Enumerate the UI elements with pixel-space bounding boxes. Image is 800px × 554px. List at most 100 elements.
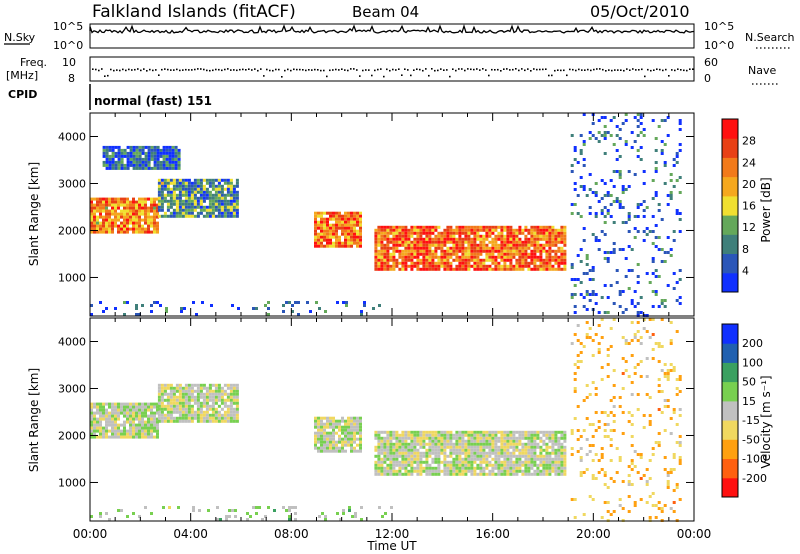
power-cell	[425, 228, 429, 232]
power-cell	[437, 237, 441, 241]
power-cell	[491, 249, 495, 253]
velocity-cell	[518, 463, 522, 467]
velocity-cell	[621, 432, 625, 435]
power-cell	[425, 237, 429, 241]
power-cell	[428, 261, 432, 265]
power-cell	[117, 203, 120, 207]
power-cell	[503, 267, 507, 271]
velocity-cell	[150, 405, 153, 409]
power-cell	[347, 226, 350, 230]
velocity-cell	[419, 460, 423, 464]
power-cell	[202, 184, 206, 188]
freq-point	[530, 70, 532, 72]
velocity-cell	[500, 463, 504, 467]
velocity-cell	[380, 466, 384, 470]
velocity-cell	[515, 442, 519, 446]
power-cell	[672, 239, 676, 242]
power-cell	[431, 255, 435, 259]
velocity-cell	[609, 444, 613, 447]
velocity-cell	[536, 463, 540, 467]
velocity-cell	[473, 433, 477, 437]
velocity-cell	[551, 433, 555, 437]
power-cell	[211, 181, 215, 185]
velocity-cell	[205, 410, 209, 414]
velocity-cell	[588, 336, 592, 339]
velocity-cell	[96, 408, 99, 412]
velocity-cell	[135, 435, 138, 439]
power-cell	[491, 258, 495, 262]
velocity-cell	[156, 432, 159, 436]
velocity-cell	[491, 448, 495, 452]
power-cell	[404, 237, 408, 241]
velocity-cell	[377, 466, 381, 470]
power-cell	[159, 154, 163, 158]
velocity-cell	[509, 433, 513, 437]
velocity-cell	[196, 407, 200, 411]
velocity-cell	[126, 417, 129, 421]
velocity-cell	[99, 429, 102, 433]
freq-point	[491, 68, 493, 71]
velocity-cell	[621, 507, 625, 510]
power-cell	[150, 157, 154, 161]
velocity-cell	[449, 469, 453, 473]
velocity-cell	[386, 463, 390, 467]
velocity-cell	[657, 342, 661, 345]
velocity-cell	[350, 446, 353, 450]
power-cell	[666, 134, 670, 137]
power-cell	[404, 261, 408, 265]
power-cell	[320, 235, 323, 239]
power-cell	[651, 305, 655, 308]
velocity-cell	[416, 457, 420, 461]
velocity-cell	[111, 429, 114, 433]
power-cell	[123, 301, 126, 304]
velocity-cell	[428, 436, 432, 440]
velocity-cell	[533, 439, 537, 443]
velocity-cell	[187, 383, 191, 387]
velocity-cell	[354, 515, 357, 518]
power-cell	[609, 194, 613, 197]
velocity-cell	[147, 429, 150, 433]
power-cell	[518, 255, 522, 259]
velocity-cell	[603, 471, 607, 474]
power-cell	[443, 255, 447, 259]
power-cell	[380, 234, 384, 238]
power-cell	[199, 211, 203, 215]
velocity-cell	[205, 395, 209, 399]
velocity-cell	[199, 392, 203, 396]
velocity-cell	[199, 404, 203, 408]
velocity-cell	[202, 410, 206, 414]
power-cell	[654, 269, 658, 272]
power-cell	[211, 193, 215, 197]
power-cell	[591, 266, 595, 269]
power-cell	[476, 243, 480, 247]
velocity-cell	[500, 451, 504, 455]
power-cell	[163, 181, 167, 185]
power-cell	[175, 178, 179, 182]
velocity-cell	[446, 430, 450, 434]
velocity-cell	[175, 401, 179, 405]
power-cell	[651, 260, 655, 263]
power-cell	[126, 154, 130, 158]
velocity-cell	[554, 463, 558, 467]
velocity-cell	[618, 456, 622, 459]
velocity-cell	[192, 509, 195, 512]
velocity-cell	[419, 466, 423, 470]
power-cell	[211, 199, 215, 203]
power-cell	[579, 176, 583, 179]
freq-point	[608, 69, 610, 71]
velocity-cell	[666, 378, 670, 381]
power-cell	[455, 267, 459, 271]
velocity-cell	[488, 442, 492, 446]
power-cell	[669, 254, 673, 257]
power-cell	[344, 220, 347, 224]
velocity-cell	[232, 383, 236, 387]
freq-point	[365, 69, 367, 71]
power-cell	[166, 178, 170, 182]
velocity-cell	[458, 457, 462, 461]
velocity-cell	[386, 472, 390, 476]
velocity-cell	[383, 448, 387, 452]
power-cell	[485, 243, 489, 247]
velocity-cell	[594, 387, 598, 390]
power-cell	[374, 255, 378, 259]
velocity-cell	[214, 395, 218, 399]
